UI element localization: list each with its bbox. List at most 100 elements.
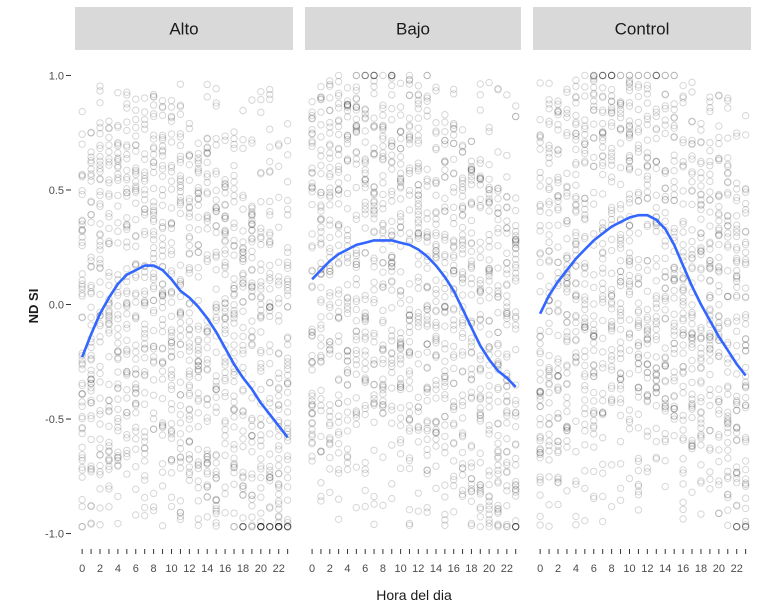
scatter-point <box>185 150 194 159</box>
scatter-point <box>511 517 520 525</box>
scatter-point <box>361 138 369 146</box>
scatter-point <box>688 152 696 160</box>
scatter-point <box>572 280 580 288</box>
scatter-point <box>114 163 122 172</box>
scatter-point <box>194 169 202 177</box>
scatter-point <box>317 169 325 178</box>
scatter-point <box>308 130 316 138</box>
scatter-point <box>78 443 86 451</box>
scatter-point <box>96 175 104 184</box>
scatter-point <box>503 419 511 427</box>
scatter-point <box>616 299 625 307</box>
scatter-point <box>167 381 176 390</box>
scatter-point <box>248 333 256 341</box>
scatter-point <box>450 316 458 324</box>
scatter-point <box>688 488 696 497</box>
scatter-point <box>87 464 95 473</box>
scatter-point <box>688 365 696 373</box>
scatter-point <box>167 220 176 229</box>
scatter-point <box>706 357 714 365</box>
scatter-point <box>123 470 131 478</box>
scatter-point <box>239 298 247 306</box>
scatter-point <box>185 300 194 308</box>
scatter-point <box>326 193 334 201</box>
scatter-point <box>87 211 95 219</box>
scatter-point <box>212 228 220 237</box>
scatter-point <box>96 407 104 415</box>
scatter-point <box>414 114 423 122</box>
scatter-point <box>679 274 687 282</box>
scatter-point <box>203 148 211 156</box>
scatter-point <box>248 253 256 262</box>
scatter-point <box>616 236 625 245</box>
scatter-point <box>616 109 625 118</box>
scatter-point <box>441 302 449 310</box>
scatter-point <box>598 136 607 145</box>
scatter-point <box>652 158 660 166</box>
scatter-point <box>334 313 343 321</box>
scatter-point <box>545 177 553 185</box>
scatter-point <box>212 248 220 256</box>
scatter-point <box>467 348 476 356</box>
scatter-point <box>670 133 678 142</box>
scatter-point <box>625 425 634 433</box>
scatter-point <box>379 258 387 267</box>
scatter-point <box>441 357 449 366</box>
scatter-point <box>706 238 714 247</box>
scatter-point <box>572 160 580 169</box>
scatter-point <box>396 177 405 185</box>
scatter-point <box>643 313 652 321</box>
scatter-point <box>715 385 723 393</box>
scatter-point <box>625 80 634 88</box>
scatter-point <box>661 315 669 323</box>
scatter-point <box>536 376 544 384</box>
scatter-point <box>96 259 104 268</box>
scatter-point <box>661 404 669 413</box>
scatter-point <box>87 370 95 379</box>
scatter-point <box>388 355 396 364</box>
scatter-point <box>715 253 723 262</box>
scatter-point <box>203 324 211 333</box>
scatter-point <box>78 276 86 285</box>
scatter-point <box>554 306 562 314</box>
scatter-point <box>741 522 750 531</box>
scatter-point <box>194 154 202 162</box>
scatter-point <box>741 522 750 531</box>
scatter-point <box>105 158 113 166</box>
scatter-point <box>96 174 104 183</box>
scatter-point <box>554 478 562 486</box>
scatter-point <box>423 470 431 478</box>
scatter-point <box>643 392 652 400</box>
scatter-point <box>212 186 220 195</box>
scatter-point <box>203 143 211 151</box>
smooth-line <box>538 213 747 377</box>
scatter-point <box>326 118 334 127</box>
scatter-point <box>688 441 696 449</box>
scatter-point <box>598 128 607 137</box>
scatter-point <box>733 423 741 431</box>
scatter-point <box>266 450 274 458</box>
scatter-point <box>370 71 378 80</box>
scatter-point <box>625 122 634 131</box>
scatter-point <box>545 500 553 509</box>
scatter-point <box>275 281 283 289</box>
scatter-point <box>670 114 678 122</box>
scatter-point <box>167 177 176 185</box>
scatter-point <box>361 210 369 218</box>
scatter-point <box>221 214 229 222</box>
scatter-point <box>536 415 544 423</box>
scatter-point <box>616 204 625 213</box>
scatter-point <box>194 357 202 365</box>
scatter-point <box>149 168 158 177</box>
scatter-point <box>317 191 325 199</box>
scatter-point <box>563 273 571 282</box>
scatter-point <box>194 195 202 203</box>
scatter-point <box>670 151 678 159</box>
scatter-point <box>230 311 238 319</box>
scatter-point <box>370 189 378 197</box>
scatter-point <box>185 406 194 414</box>
scatter-point <box>563 85 571 93</box>
scatter-point <box>545 373 553 382</box>
scatter-point <box>326 300 334 309</box>
scatter-point <box>78 233 86 241</box>
